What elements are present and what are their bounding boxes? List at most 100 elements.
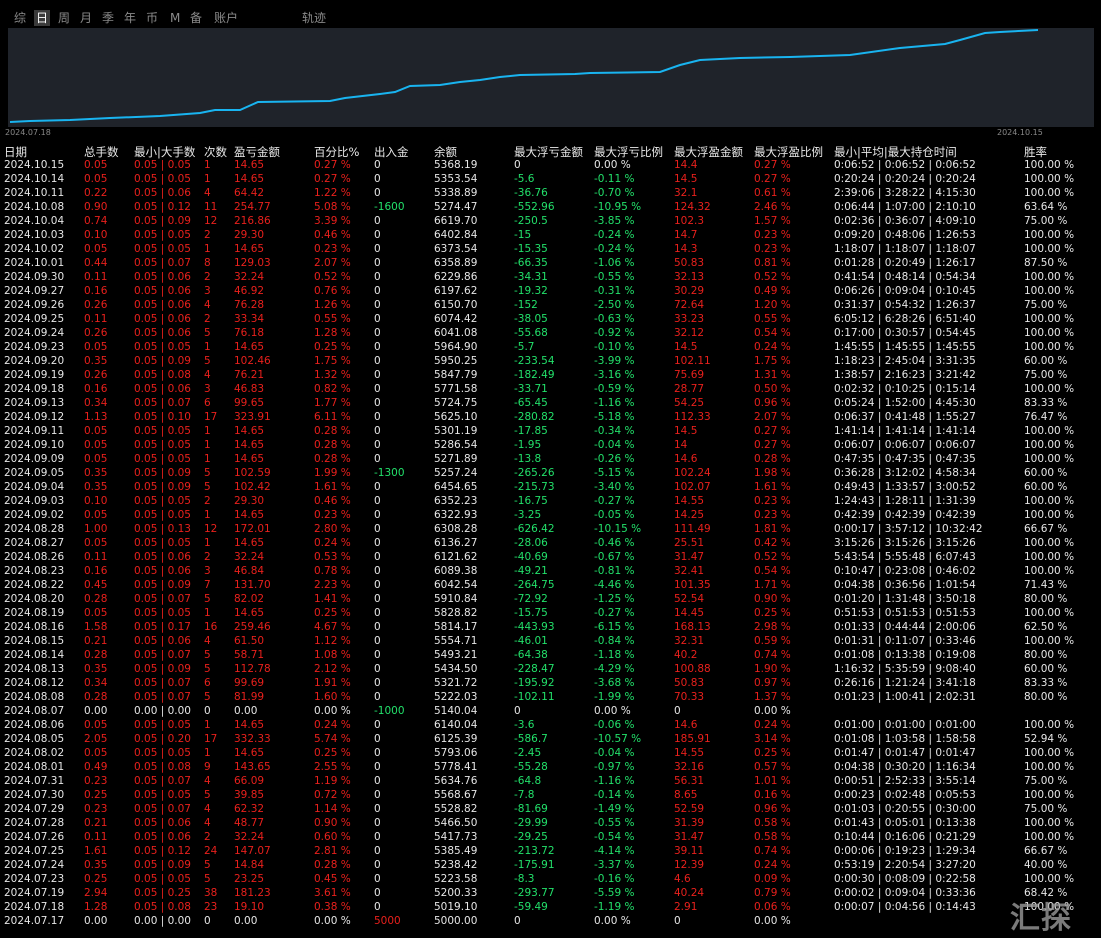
table-cell: -0.16 % xyxy=(594,873,635,885)
tab[interactable]: 综 xyxy=(14,11,27,25)
table-cell: 4.6 xyxy=(674,873,691,885)
table-cell: 1.32 % xyxy=(314,369,351,381)
table-cell: 2024.09.04 xyxy=(4,481,65,493)
table-cell: 2024.08.13 xyxy=(4,663,65,675)
table-cell: 0.16 xyxy=(84,285,108,297)
table-cell: 0.05 | 0.07 xyxy=(134,257,191,269)
table-cell: 6 xyxy=(204,677,211,689)
table-cell: 0:00:23 | 0:02:48 | 0:05:53 xyxy=(834,789,976,801)
table-cell: 5019.10 xyxy=(434,901,478,913)
table-cell: 7 xyxy=(204,579,211,591)
table-cell: 2024.08.02 xyxy=(4,747,65,759)
table-cell: -3.99 % xyxy=(594,355,635,367)
table-cell: 4 xyxy=(204,635,211,647)
table-cell: 8.65 xyxy=(674,789,698,801)
table-cell: 0:01:20 | 1:31:48 | 3:50:18 xyxy=(834,593,976,605)
table-cell: -443.93 xyxy=(514,621,555,633)
table-cell: 0.24 % xyxy=(314,719,351,731)
table-cell: 2 xyxy=(204,313,211,325)
tab[interactable]: 账户 xyxy=(214,11,239,25)
table-cell: 0.24 % xyxy=(754,341,791,353)
table-cell: -0.97 % xyxy=(594,761,635,773)
tab[interactable]: 年 xyxy=(124,11,137,25)
table-cell: 14.65 xyxy=(234,453,265,465)
table-cell: -3.68 % xyxy=(594,677,635,689)
table-cell: 0 xyxy=(374,229,381,241)
table-cell: 0 xyxy=(374,579,381,591)
table-cell: 1.28 % xyxy=(314,327,351,339)
table-cell: -19.32 xyxy=(514,285,548,297)
table-cell: 0:01:33 | 0:44:44 | 2:00:06 xyxy=(834,621,976,633)
table-cell: 0.05 | 0.05 xyxy=(134,719,191,731)
table-cell: 1 xyxy=(204,425,211,437)
table-cell: 0:00:30 | 0:08:09 | 0:22:58 xyxy=(834,873,976,885)
table-cell: 0.26 xyxy=(84,369,108,381)
table-cell: 8 xyxy=(204,257,211,269)
table-cell: -0.14 % xyxy=(594,789,635,801)
table-cell: 2024.09.30 xyxy=(4,271,65,283)
table-cell: 6322.93 xyxy=(434,509,478,521)
table-cell: 0.24 % xyxy=(754,859,791,871)
table-cell: 2.07 % xyxy=(314,257,351,269)
table-cell: 0 xyxy=(514,915,521,927)
table-cell: 6074.42 xyxy=(434,313,478,325)
table-cell: 0.23 % xyxy=(314,243,351,255)
table-cell: 5223.58 xyxy=(434,873,478,885)
tab[interactable]: 月 xyxy=(80,11,93,25)
table-cell: 0 xyxy=(674,915,681,927)
table-cell: 3.61 % xyxy=(314,887,351,899)
table-cell: 76.28 xyxy=(234,299,265,311)
table-cell: 0.05 | 0.06 xyxy=(134,313,191,325)
table-cell: 0.28 xyxy=(84,593,108,605)
table-cell: 0.16 xyxy=(84,383,108,395)
table-cell: 0.57 % xyxy=(754,761,791,773)
table-cell: 0:41:54 | 0:48:14 | 0:54:34 xyxy=(834,271,976,283)
table-cell: 1.77 % xyxy=(314,397,351,409)
table-cell: 2024.09.05 xyxy=(4,467,65,479)
table-cell: 5385.49 xyxy=(434,845,478,857)
table-cell: 100.00 % xyxy=(1024,537,1075,549)
table-cell: 0 xyxy=(204,915,211,927)
table-cell: 0.05 | 0.10 xyxy=(134,411,191,423)
tab[interactable]: 周 xyxy=(58,11,71,25)
column-header: 最大浮盈比例 xyxy=(754,145,823,159)
tab[interactable]: 轨迹 xyxy=(302,11,327,25)
tab[interactable]: 币 xyxy=(146,11,159,25)
table-cell: 0.05 | 0.06 xyxy=(134,285,191,297)
table-cell: 1:16:32 | 5:35:59 | 9:08:40 xyxy=(834,663,976,675)
table-cell: 0.05 xyxy=(84,243,108,255)
table-cell: -6.15 % xyxy=(594,621,635,633)
table-cell: 2024.10.14 xyxy=(4,173,65,185)
table-cell: -40.69 xyxy=(514,551,548,563)
table-cell: 1.41 % xyxy=(314,593,351,605)
table-cell: 76.47 % xyxy=(1024,411,1068,423)
table-cell: 2.46 % xyxy=(754,201,791,213)
table-cell: -2.45 xyxy=(514,747,542,759)
table-cell: 0 xyxy=(374,761,381,773)
table-cell: 5724.75 xyxy=(434,397,478,409)
table-cell: 0.76 % xyxy=(314,285,351,297)
tab[interactable]: M xyxy=(170,11,181,25)
table-cell: -4.46 % xyxy=(594,579,635,591)
tab[interactable]: 季 xyxy=(102,11,115,25)
table-cell: 100.00 % xyxy=(1024,229,1075,241)
table-cell: 0 xyxy=(374,663,381,675)
table-cell: 0.52 % xyxy=(754,271,791,283)
column-header: 最大浮亏金额 xyxy=(514,145,583,159)
table-cell: 0:31:37 | 0:54:32 | 1:26:37 xyxy=(834,299,976,311)
table-cell: 0:42:39 | 0:42:39 | 0:42:39 xyxy=(834,509,976,521)
table-cell: 100.00 % xyxy=(1024,509,1075,521)
tab[interactable]: 备 xyxy=(190,11,203,25)
table-cell: 39.85 xyxy=(234,789,265,801)
table-cell: 0.00 xyxy=(84,915,108,927)
table-cell: 0.05 xyxy=(84,453,108,465)
tab[interactable]: 日 xyxy=(34,10,51,26)
table-cell: -0.31 % xyxy=(594,285,635,297)
table-cell: 0.05 | 0.06 xyxy=(134,817,191,829)
table-cell: 12.39 xyxy=(674,859,705,871)
table-cell: 6:05:12 | 6:28:26 | 6:51:40 xyxy=(834,313,976,325)
table-cell: -1.49 % xyxy=(594,803,635,815)
table-cell: 2 xyxy=(204,271,211,283)
table-cell: 0.05 | 0.06 xyxy=(134,271,191,283)
table-cell: 2024.08.12 xyxy=(4,677,65,689)
